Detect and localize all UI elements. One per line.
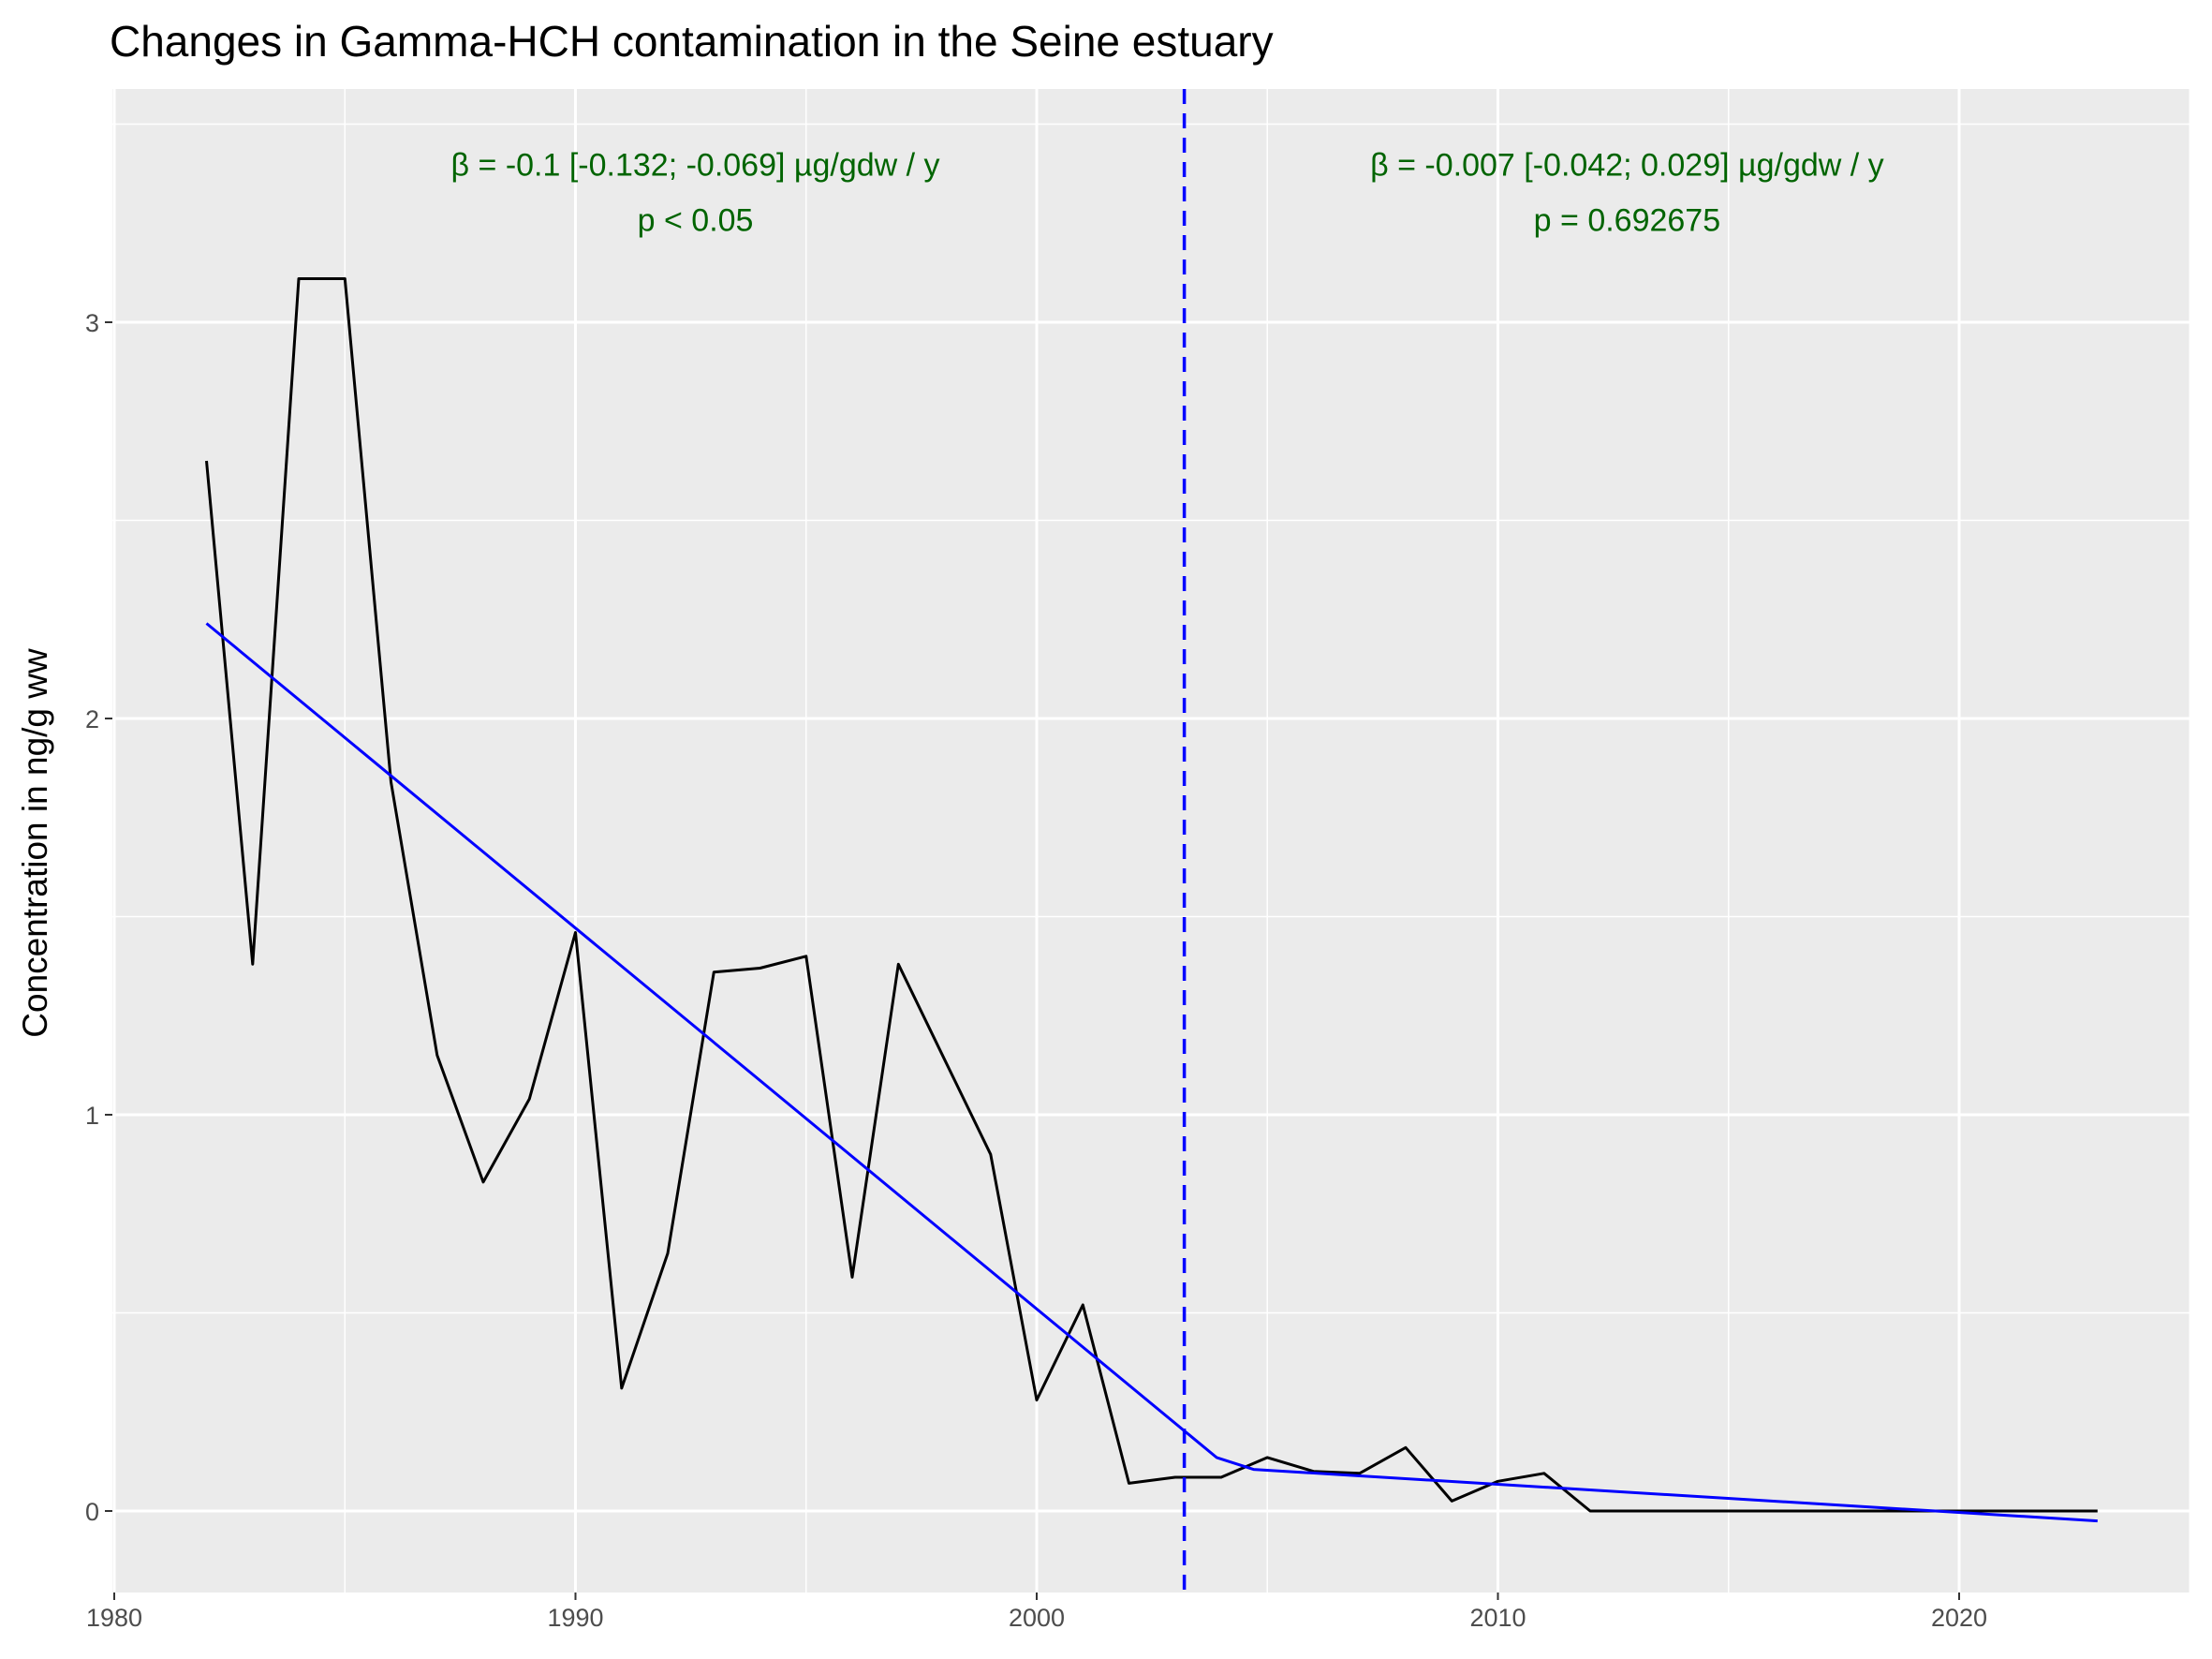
observed-series-line [205, 277, 2098, 1513]
y-axis-label: Concentration in ng/g ww [16, 648, 54, 1038]
x-tick-label: 1980 [86, 1604, 142, 1632]
series-layer [205, 277, 2098, 1523]
x-tick-label: 2000 [1009, 1604, 1065, 1632]
annotation-text: β = -0.007 [-0.042; 0.029] µg/gdw / y [1370, 147, 1884, 183]
x-tick-label: 2020 [1931, 1604, 1987, 1632]
grid-minor [112, 89, 2190, 1592]
annotation-layer: β = -0.1 [-0.132; -0.069] µg/gdw / y p < … [451, 147, 1884, 238]
x-tick-label: 2010 [1469, 1604, 1526, 1632]
y-axis: 0 1 2 3 [85, 309, 112, 1526]
annotation-text: β = -0.1 [-0.132; -0.069] µg/gdw / y [451, 147, 940, 183]
trend-series-line [205, 622, 2098, 1523]
annotation-text: p = 0.692675 [1534, 203, 1720, 239]
annotation-text: p < 0.05 [638, 203, 754, 239]
chart-title: Changes in Gamma-HCH contamination in th… [110, 17, 1274, 66]
y-tick-label: 0 [85, 1498, 99, 1526]
y-tick-label: 3 [85, 309, 99, 337]
x-axis: 1980 1990 2000 2010 2020 [86, 1592, 1987, 1632]
y-tick-label: 1 [85, 1102, 99, 1130]
y-tick-label: 2 [85, 705, 99, 733]
plot-panel [112, 89, 2190, 1592]
x-tick-label: 1990 [547, 1604, 603, 1632]
